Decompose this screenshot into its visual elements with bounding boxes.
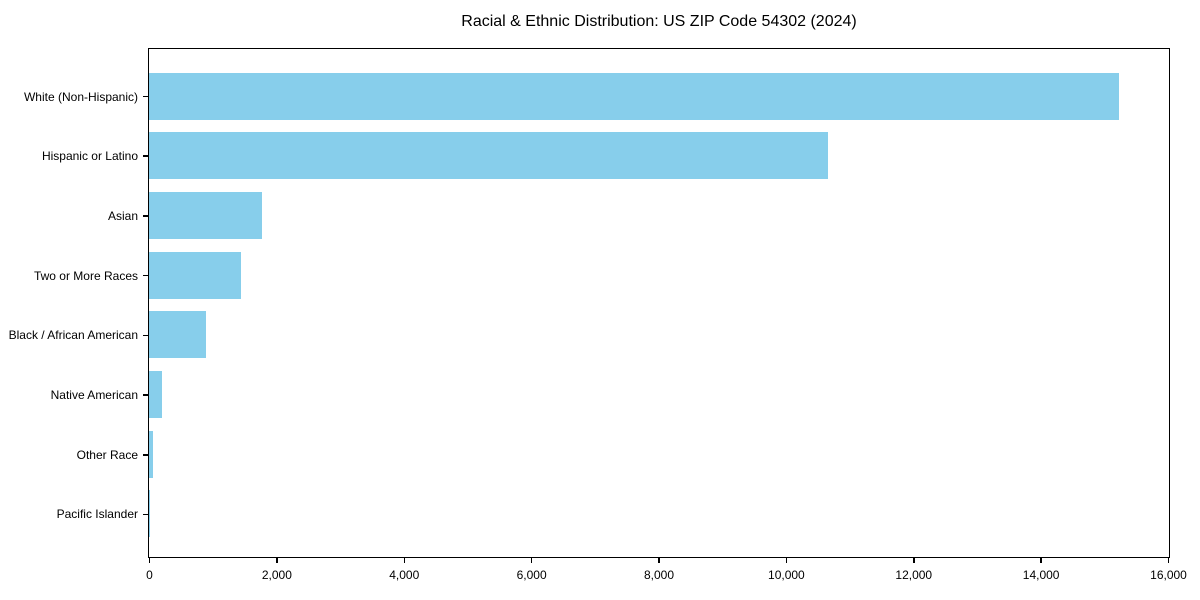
y-tick-mark — [143, 215, 148, 217]
y-axis-label: Hispanic or Latino — [41, 149, 138, 164]
x-axis-tick-label: 10,000 — [768, 568, 805, 582]
x-tick-mark — [530, 558, 533, 563]
x-axis-tick-label: 2,000 — [261, 568, 292, 582]
y-axis-label: Two or More Races — [33, 268, 138, 283]
x-axis-tick-label: 12,000 — [895, 568, 933, 582]
bar — [149, 72, 1119, 120]
x-tick-mark — [148, 558, 151, 563]
x-tick-mark — [1167, 558, 1170, 563]
bar — [149, 132, 828, 180]
y-tick-mark — [143, 513, 148, 516]
x-tick-mark — [658, 558, 660, 563]
y-axis-label: Asian — [107, 208, 138, 223]
y-axis-label: Pacific Islander — [56, 507, 138, 522]
y-tick-mark — [143, 334, 148, 337]
bar — [149, 490, 150, 538]
chart-title: Racial & Ethnic Distribution: US ZIP Cod… — [461, 13, 857, 30]
y-axis-label: White (Non-Hispanic) — [23, 89, 138, 104]
x-tick-mark — [913, 558, 915, 563]
y-tick-mark — [143, 394, 148, 396]
y-tick-mark — [143, 274, 148, 277]
bar — [149, 371, 163, 419]
x-axis-tick-label: 0 — [146, 568, 153, 582]
plot-area — [148, 48, 1170, 558]
x-axis-tick-label: 8,000 — [643, 568, 675, 582]
x-tick-mark — [1040, 558, 1042, 563]
y-axis-label: Native American — [50, 388, 138, 403]
bar — [149, 311, 207, 359]
x-tick-mark — [403, 558, 405, 563]
bar — [149, 251, 241, 299]
x-axis-tick-label: 6,000 — [516, 568, 547, 582]
bar — [149, 430, 153, 478]
y-tick-mark — [143, 454, 148, 456]
x-tick-mark — [785, 558, 788, 563]
x-tick-mark — [276, 558, 278, 563]
bar — [149, 191, 263, 239]
y-tick-mark — [143, 95, 148, 98]
y-axis-label: Other Race — [76, 447, 138, 462]
y-tick-mark — [143, 155, 148, 157]
x-axis-tick-label: 14,000 — [1022, 568, 1060, 582]
x-axis-tick-label: 4,000 — [389, 568, 420, 582]
y-axis-label: Black / African American — [8, 328, 138, 343]
x-axis-tick-label: 16,000 — [1150, 568, 1187, 582]
